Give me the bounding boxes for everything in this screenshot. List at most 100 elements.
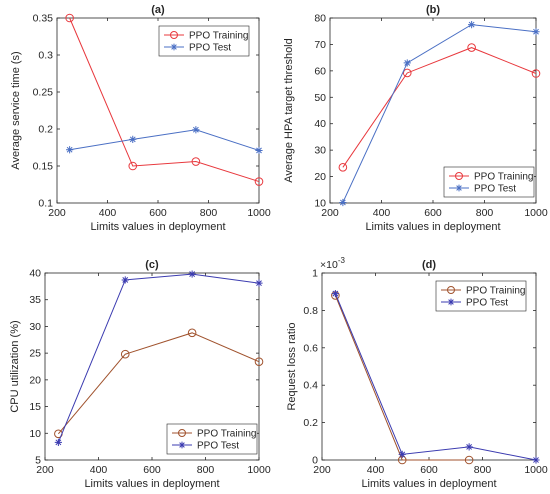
y-axis-label: Request loss ratio: [286, 322, 298, 410]
y-tick-label: 0: [312, 455, 318, 467]
x-tick-label: 1000: [524, 464, 548, 476]
y-tick-label: 0.1: [38, 198, 53, 210]
legend-label: PPO Test: [474, 184, 516, 195]
chart-panel-0: 200 400 600 800 1000 0.1 0.15 0.2 0.25 0.3 0.35 (a)…: [10, 4, 271, 233]
x-tick-label: 200: [313, 464, 331, 476]
y-tick-label: 10: [314, 198, 326, 210]
x-tick-label: 400: [90, 464, 108, 476]
data-point: [467, 43, 476, 52]
data-point: [188, 270, 196, 278]
data-point: [331, 289, 339, 298]
y-axis-label: CPU utilization (%): [9, 320, 21, 412]
series-line-0: [69, 17, 260, 183]
legend-marker: [447, 298, 455, 306]
series-line-1: [57, 273, 260, 443]
series-line-0: [342, 47, 537, 168]
y-tick-label: 80: [314, 13, 326, 25]
y-tick-label: 0.2: [303, 417, 318, 429]
y-tick-label: 50: [314, 92, 326, 104]
legend-label: PPO Training: [189, 31, 248, 42]
data-point: [532, 456, 540, 464]
y-tick-label: 20: [314, 171, 326, 183]
y-tick-label: 30: [314, 145, 326, 157]
x-tick-label: 800: [200, 207, 218, 219]
legend-marker: [170, 43, 178, 51]
data-point: [338, 163, 348, 172]
legend-label: PPO Test: [466, 298, 508, 309]
x-tick-label: 1000: [247, 207, 271, 219]
series-line-1: [334, 293, 537, 461]
data-point: [254, 177, 264, 186]
x-tick-label: 600: [420, 464, 438, 476]
data-point: [120, 349, 130, 359]
data-point: [339, 198, 347, 207]
panel-label: (c): [145, 259, 159, 271]
data-point: [187, 328, 197, 338]
y-tick-label: 0.2: [38, 124, 53, 136]
legend-marker: [178, 429, 186, 437]
data-point: [121, 276, 129, 284]
data-point: [255, 279, 263, 287]
data-point: [191, 157, 201, 166]
x-axis-label: Limits values in deployment: [84, 478, 219, 490]
y-tick-label: 0.6: [303, 342, 318, 354]
data-point: [464, 455, 474, 465]
y-tick-label: 15: [29, 401, 41, 413]
y-tick-label: 0.8: [303, 305, 318, 317]
data-point: [65, 13, 74, 23]
x-tick-label: 200: [321, 207, 339, 219]
data-point: [398, 450, 406, 458]
legend-label: PPO Training: [197, 429, 256, 440]
y-tick-label: 70: [314, 39, 326, 51]
data-point: [465, 443, 473, 451]
x-tick-label: 800: [476, 207, 494, 219]
data-point: [531, 69, 541, 78]
data-point: [66, 146, 74, 154]
panel-label: (a): [151, 4, 165, 16]
y-tick-label: 10: [29, 428, 41, 440]
y-axis-label: Average HPA target threshold: [283, 38, 295, 183]
y-tick-label: 40: [314, 118, 326, 130]
x-tick-label: 400: [367, 464, 385, 476]
series-line-0: [334, 295, 470, 461]
legend-marker: [178, 441, 186, 449]
legend-marker: [170, 31, 178, 39]
legend-label: PPO Training: [474, 172, 533, 183]
legend-marker: [447, 286, 455, 294]
legend-marker: [455, 184, 463, 192]
data-point: [255, 146, 263, 155]
series-line-1: [342, 24, 537, 203]
data-point: [54, 438, 62, 446]
x-tick-label: 200: [36, 464, 54, 476]
data-point: [468, 21, 476, 29]
x-axis-label: Limits values in deployment: [365, 221, 500, 233]
x-tick-label: 400: [99, 207, 117, 219]
y-tick-label: 0.35: [33, 13, 54, 25]
x-tick-label: 800: [197, 464, 215, 476]
x-tick-label: 600: [149, 207, 167, 219]
x-tick-label: 600: [143, 464, 161, 476]
y-tick-label: 0.3: [38, 50, 53, 62]
legend-label: PPO Training: [466, 286, 525, 297]
data-point: [128, 161, 138, 171]
x-tick-label: 400: [373, 207, 391, 219]
data-point: [402, 68, 412, 78]
y-tick-label: 0.4: [303, 380, 318, 392]
y-tick-label: 60: [314, 65, 326, 77]
y-tick-label: 0.25: [33, 87, 54, 99]
series-line-0: [57, 332, 260, 435]
panel-label: (d): [422, 259, 436, 271]
data-point: [192, 126, 200, 134]
data-point: [129, 135, 137, 143]
x-tick-label: 800: [474, 464, 492, 476]
y-tick-label: 35: [29, 294, 41, 306]
y-tick-label: 20: [29, 374, 41, 386]
y-axis-label: Average service time (s): [10, 51, 22, 169]
legend-label: PPO Test: [189, 43, 231, 54]
data-point: [254, 357, 264, 366]
y-tick-label: 1: [312, 268, 318, 280]
